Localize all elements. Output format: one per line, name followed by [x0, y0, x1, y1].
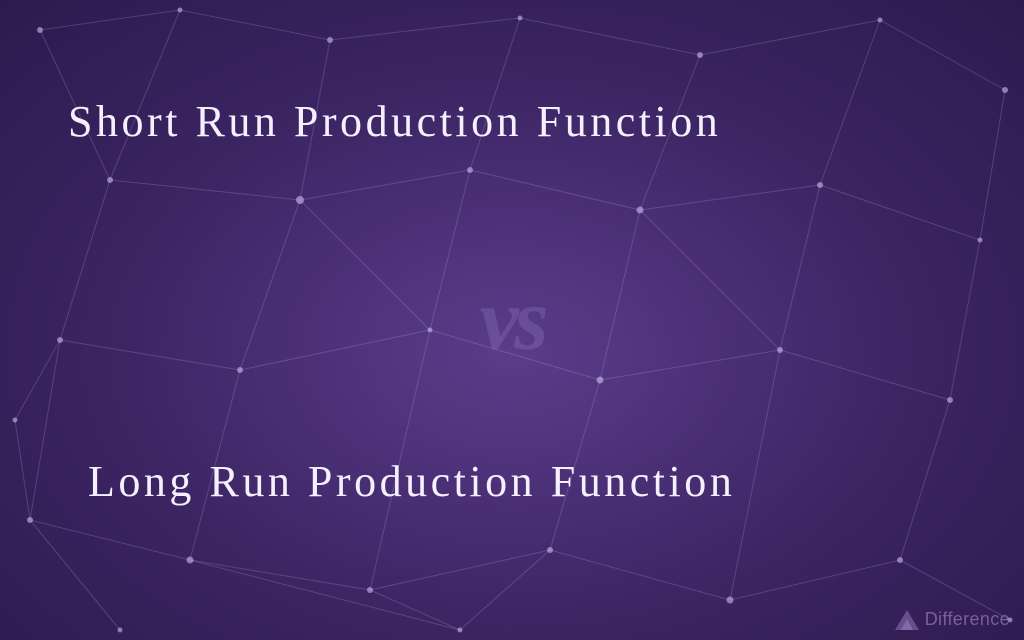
title-bottom: Long Run Production Function — [88, 456, 735, 507]
watermark-text: Difference — [925, 609, 1010, 630]
vs-label: vs — [480, 270, 545, 371]
watermark-logo-icon — [895, 610, 919, 630]
watermark: Difference — [895, 609, 1010, 630]
comparison-infographic: vs Short Run Production Function Long Ru… — [0, 0, 1024, 640]
title-top: Short Run Production Function — [68, 96, 721, 147]
